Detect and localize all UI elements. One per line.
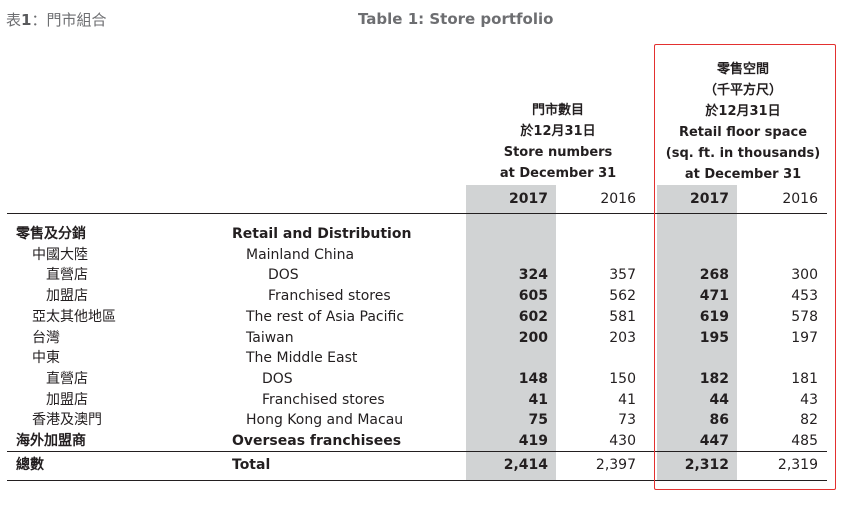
highlight-box [654,44,836,490]
floor-year-current: 2017 [690,191,729,207]
row-label-chinese: 海外加盟商 [16,433,86,449]
floor-2016-value: 578 [791,308,818,325]
floor-2017-value: 471 [699,288,729,305]
stores-2016-value: 357 [609,267,636,284]
stores-2016-value: 41 [618,391,636,408]
stores-2016-value: 73 [618,412,636,429]
row-label-chinese: 加盟店 [46,288,88,305]
store-year-previous: 2016 [600,191,636,207]
floor-2017-value: 182 [699,370,729,387]
floor-2017-value: 447 [699,433,729,449]
row-label-english: Franchised stores [268,288,391,305]
table-row: 加盟店 Franchised stores 605 562 471 453 [0,286,864,307]
table-row: 直營店 DOS 148 150 182 181 [0,369,864,390]
stores-2016-value: 581 [609,308,636,325]
floor-2016-value: 485 [791,433,818,449]
stores-2017-value: 605 [518,288,548,305]
stores-2016-value: 150 [609,370,636,387]
floor-2016-value: 300 [791,267,818,284]
row-label-chinese: 台灣 [32,329,60,346]
stores-2016-value: 562 [609,288,636,305]
table-row: 中國大陸 Mainland China [0,245,864,266]
stores-2017-value: 200 [518,329,548,346]
table-row: 海外加盟商 Overseas franchisees 419 430 447 485 [0,431,864,452]
floor-2017-column-shade [657,185,737,481]
header-rule [7,213,827,214]
table-title-chinese: 表1：門市組合 [6,11,107,29]
table-row: 零售及分銷 Retail and Distribution [0,224,864,245]
row-label-chinese: 香港及澳門 [32,412,102,429]
total-label-chinese: 總數 [16,457,44,473]
table-title-english: Table 1: Store portfolio [358,10,554,28]
store-2017-column-shade [466,185,556,481]
floor-2016-value: 197 [791,329,818,346]
row-label-english: Taiwan [246,329,294,346]
floor-2017-value: 86 [709,412,729,429]
total-stores-2016: 2,397 [595,457,636,473]
stores-2017-value: 419 [518,433,548,449]
table-row: 台灣 Taiwan 200 203 195 197 [0,328,864,349]
floor-year-previous: 2016 [782,191,818,207]
row-label-chinese: 直營店 [46,370,88,387]
row-label-english: DOS [268,267,299,284]
stores-2017-value: 602 [518,308,548,325]
row-label-chinese: 中東 [32,350,60,367]
row-label-english: Retail and Distribution [232,226,412,242]
floor-2016-value: 43 [800,391,818,408]
floor-2017-value: 619 [699,308,729,325]
total-stores-2017: 2,414 [503,457,548,473]
total-floor-2017: 2,312 [684,457,729,473]
row-label-english: Overseas franchisees [232,433,402,449]
stores-2017-value: 148 [518,370,548,387]
table-row: 中東 The Middle East [0,348,864,369]
row-label-english: Hong Kong and Macau [246,412,404,429]
stores-2017-value: 75 [528,412,548,429]
row-label-chinese: 中國大陸 [32,246,88,263]
store-numbers-header: 門市數目 於12月31日 Store numbers at December 3… [499,103,617,181]
row-label-english: Franchised stores [262,391,385,408]
floor-2017-value: 195 [699,329,729,346]
table-row: 直營店 DOS 324 357 268 300 [0,265,864,286]
table-row: 亞太其他地區 The rest of Asia Pacific 602 581 619 5… [0,307,864,328]
floor-2016-value: 82 [800,412,818,429]
floor-2017-value: 268 [699,267,729,284]
row-label-english: DOS [262,370,293,387]
bottom-rule [7,480,827,481]
row-label-english: The Middle East [246,350,358,367]
floor-2017-value: 44 [709,391,729,408]
stores-2017-value: 324 [518,267,548,284]
row-label-chinese: 加盟店 [46,391,88,408]
row-label-chinese: 亞太其他地區 [32,308,116,325]
stores-2016-value: 430 [609,433,636,449]
row-label-chinese: 直營店 [46,267,88,284]
stores-2017-value: 41 [528,391,548,408]
subtotal-rule [7,451,827,452]
stores-2016-value: 203 [609,329,636,346]
total-row: 總數 Total 2,414 2,397 2,312 2,319 [0,455,864,476]
row-label-english: The rest of Asia Pacific [246,308,405,325]
retail-floor-space-header: 零售空間 （千平方尺） 於12月31日 Retail floor space (… [665,62,821,182]
floor-2016-value: 453 [791,288,818,305]
table-row: 香港及澳門 Hong Kong and Macau 75 73 86 82 [0,410,864,431]
floor-2016-value: 181 [791,370,818,387]
total-floor-2016: 2,319 [777,457,818,473]
row-label-english: Mainland China [246,246,355,263]
row-label-chinese: 零售及分銷 [16,226,86,242]
store-year-current: 2017 [509,191,548,207]
total-label-english: Total [232,457,271,473]
table-row: 加盟店 Franchised stores 41 41 44 43 [0,390,864,411]
